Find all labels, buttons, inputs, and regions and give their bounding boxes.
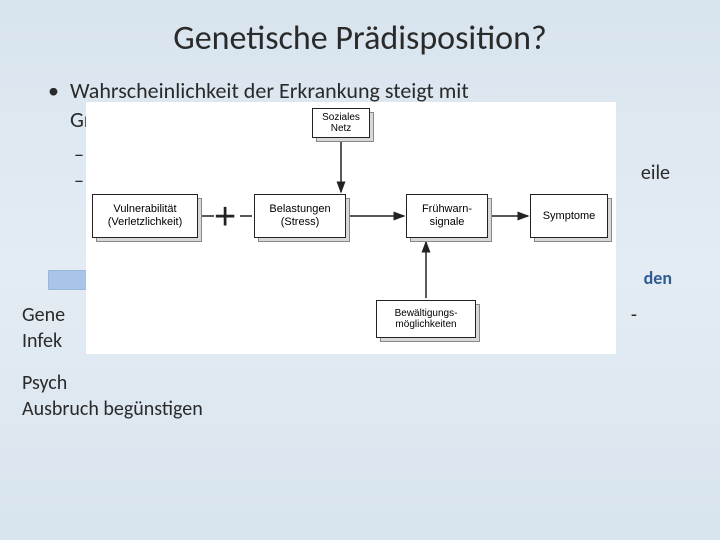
node-vuln: Vulnerabilität(Verletzlichkeit) <box>92 194 202 242</box>
stress-vulnerability-diagram: SozialesNetz Vulnerabilität(Verletzlichke… <box>86 102 616 354</box>
node-stress: Belastungen(Stress) <box>254 194 350 242</box>
node-fruehwarn: Frühwarn-signale <box>406 194 492 242</box>
node-box: Belastungen(Stress) <box>254 194 346 238</box>
paragraph-1: Gene Infek - <box>22 302 65 354</box>
paragraph-2-line2: Ausbruch begünstigen <box>22 396 203 422</box>
fragment-eile: eile <box>641 161 670 185</box>
paragraph-1-line2: Infek <box>22 328 65 354</box>
plus-icon: + <box>214 196 236 239</box>
slide-title: Genetische Prädisposition? <box>48 18 672 59</box>
node-soznetz: SozialesNetz <box>312 108 374 142</box>
node-box: Symptome <box>530 194 608 238</box>
node-box: SozialesNetz <box>312 108 370 138</box>
node-symptome: Symptome <box>530 194 612 242</box>
paragraph-1-line1: Gene <box>22 302 65 328</box>
paragraph-2-line1: Psych <box>22 370 203 396</box>
node-box: Frühwarn-signale <box>406 194 488 238</box>
node-box: Vulnerabilität(Verletzlichkeit) <box>92 194 198 238</box>
node-box: Bewältigungs-möglichkeiten <box>376 300 476 338</box>
paragraph-1-trailing-dash: - <box>631 302 637 328</box>
node-bewaelt: Bewältigungs-möglichkeiten <box>376 300 480 342</box>
fragment-den: den <box>644 267 672 289</box>
paragraph-2: Psych Ausbruch begünstigen <box>22 370 203 422</box>
slide: Genetische Prädisposition? Wahrscheinlic… <box>0 0 720 540</box>
bullet-main-line1: Wahrscheinlichkeit der Erkrankung steigt… <box>70 77 469 104</box>
